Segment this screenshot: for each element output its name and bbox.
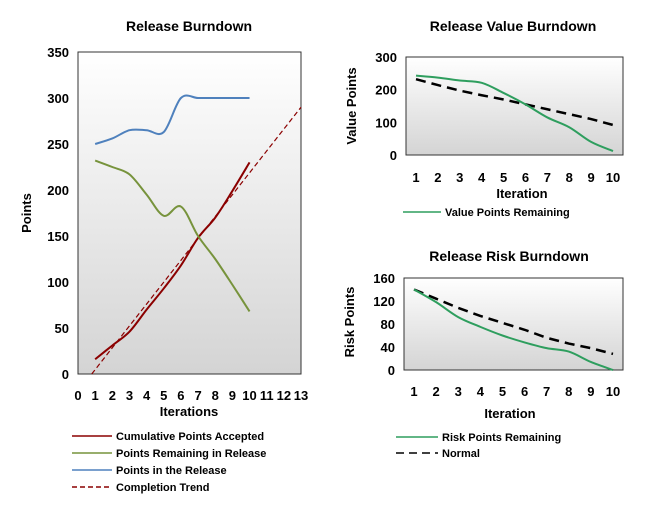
legend-item: Cumulative Points Accepted	[72, 431, 264, 443]
series-line-cumulative-points-accepted	[94, 161, 251, 361]
series-line-risk-points-remaining	[413, 288, 614, 371]
y-tick-label: 80	[381, 317, 395, 332]
x-tick-label: 2	[109, 388, 116, 403]
y-tick-label: 350	[47, 45, 69, 60]
x-tick-label: 10	[606, 170, 620, 185]
x-tick-label: 7	[543, 384, 550, 399]
y-tick-label: 0	[388, 363, 395, 378]
x-tick-label: 9	[587, 170, 594, 185]
y-axis-label: Value Points	[344, 67, 359, 144]
y-tick-label: 300	[375, 50, 397, 65]
x-tick-label: 6	[522, 170, 529, 185]
x-tick-label: 8	[212, 388, 219, 403]
x-tick-label: 10	[606, 384, 620, 399]
legend-item: Points in the Release	[72, 465, 227, 477]
x-tick-label: 13	[294, 388, 308, 403]
x-tick-label: 11	[260, 388, 274, 403]
x-tick-label: 0	[74, 388, 81, 403]
series-line-value-points-remaining	[415, 74, 614, 153]
legend-label: Risk Points Remaining	[442, 432, 561, 444]
x-tick-label: 9	[229, 388, 236, 403]
x-tick-label: 10	[242, 388, 256, 403]
legend-item: Value Points Remaining	[403, 207, 570, 219]
y-tick-label: 150	[47, 229, 69, 244]
x-tick-label: 5	[499, 384, 506, 399]
y-axis-label: Points	[19, 193, 34, 233]
x-tick-label: 4	[477, 384, 485, 399]
x-tick-label: 5	[160, 388, 167, 403]
x-tick-label: 1	[412, 170, 419, 185]
series-line-trend	[415, 78, 614, 127]
x-tick-label: 2	[434, 170, 441, 185]
x-tick-label: 7	[544, 170, 551, 185]
legend-label: Value Points Remaining	[445, 207, 570, 219]
x-tick-label: 1	[92, 388, 99, 403]
chart-2: Release Value Burndown Iteration Value Poi…	[344, 18, 624, 219]
x-tick-label: 9	[587, 384, 594, 399]
x-tick-label: 6	[177, 388, 184, 403]
y-tick-label: 0	[390, 148, 397, 163]
x-tick-label: 7	[194, 388, 201, 403]
x-tick-label: 3	[455, 384, 462, 399]
x-tick-label: 5	[500, 170, 507, 185]
legend-item: Risk Points Remaining	[396, 432, 561, 444]
legend-item: Points Remaining in Release	[72, 448, 266, 460]
legend-item: Completion Trend	[72, 482, 210, 494]
plot-area	[77, 51, 302, 375]
y-tick-label: 120	[373, 294, 395, 309]
plot-area	[405, 56, 624, 156]
x-tick-label: 4	[143, 388, 151, 403]
legend-label: Cumulative Points Accepted	[116, 431, 264, 443]
plot-area	[403, 277, 624, 371]
chart-3: Release Risk Burndown Iteration Risk Point…	[342, 248, 624, 460]
x-tick-label: 3	[456, 170, 463, 185]
y-tick-label: 160	[373, 271, 395, 286]
y-tick-label: 300	[47, 91, 69, 106]
x-tick-label: 12	[277, 388, 291, 403]
x-tick-label: 3	[126, 388, 133, 403]
legend-label: Normal	[442, 448, 480, 460]
y-tick-label: 40	[381, 340, 395, 355]
legend-label: Completion Trend	[116, 482, 210, 494]
x-tick-label: 2	[432, 384, 439, 399]
legend-label: Points in the Release	[116, 465, 227, 477]
y-tick-label: 100	[375, 115, 397, 130]
chart-title: Release Value Burndown	[430, 18, 597, 34]
y-tick-label: 50	[55, 321, 69, 336]
legend-label: Points Remaining in Release	[116, 448, 266, 460]
x-tick-label: 1	[410, 384, 417, 399]
series-line-points-in-the-release	[94, 94, 250, 145]
x-axis-label: Iteration	[496, 186, 547, 201]
x-tick-label: 4	[478, 170, 486, 185]
chart-title: Release Burndown	[126, 18, 252, 34]
x-tick-label: 6	[521, 384, 528, 399]
series-line-normal	[413, 288, 614, 356]
x-axis-label: Iterations	[160, 404, 219, 419]
y-tick-label: 200	[375, 83, 397, 98]
chart-title: Release Risk Burndown	[429, 248, 589, 264]
x-tick-label: 8	[566, 170, 573, 185]
y-tick-label: 200	[47, 183, 69, 198]
x-axis-label: Iteration	[484, 406, 535, 421]
y-tick-label: 0	[62, 367, 69, 382]
y-tick-label: 100	[47, 275, 69, 290]
chart-1: Release BurndownIterationsPoints05010015…	[19, 18, 308, 494]
legend-item: Normal	[396, 448, 480, 460]
y-tick-label: 250	[47, 137, 69, 152]
series-line-points-remaining-in-release	[94, 159, 251, 312]
y-axis-label: Risk Points	[342, 287, 357, 358]
x-tick-label: 8	[565, 384, 572, 399]
